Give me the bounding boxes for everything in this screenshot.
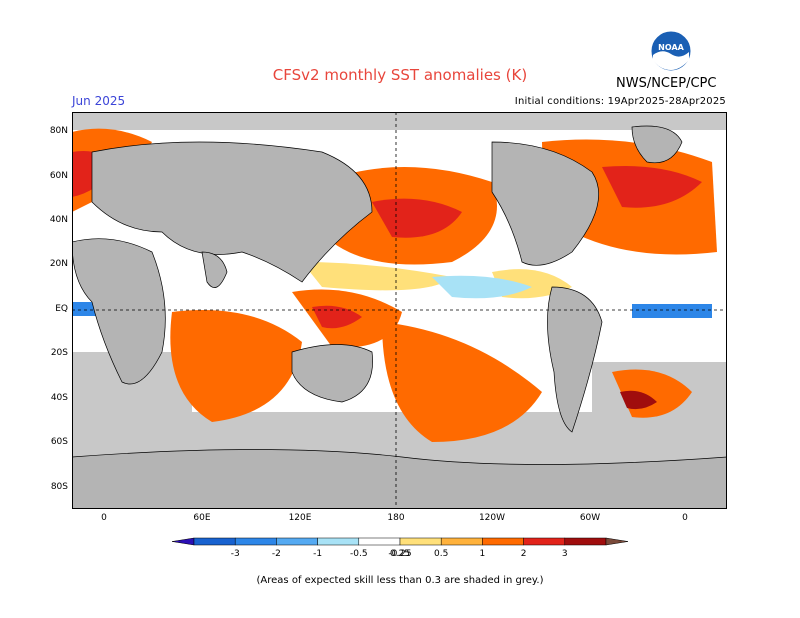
- lat-label: 80N: [49, 126, 68, 136]
- legend-swatch: [317, 537, 360, 546]
- lat-label: 40N: [49, 215, 68, 225]
- noaa-logo: NOAA: [650, 30, 692, 72]
- legend-label: -0.5: [350, 549, 368, 558]
- legend-swatch: [276, 537, 318, 546]
- legend-label: -1: [313, 549, 322, 558]
- lon-label: 120E: [288, 513, 312, 523]
- legend-label: 0.25: [390, 549, 410, 558]
- svg-text:NOAA: NOAA: [658, 43, 684, 52]
- lon-label: 180: [387, 513, 405, 523]
- legend-label: -0.25: [388, 549, 411, 558]
- lat-label: 20N: [49, 259, 68, 269]
- legend-swatch: [482, 537, 524, 546]
- lon-label: 60W: [579, 513, 601, 523]
- lon-label: 0: [101, 513, 107, 523]
- lat-label: 40S: [50, 393, 68, 403]
- agency-label: NWS/NCEP/CPC: [616, 76, 717, 91]
- lon-label: 0: [682, 513, 688, 523]
- lat-label: 60S: [50, 437, 68, 447]
- legend-swatch: [564, 537, 607, 546]
- legend-label: 1: [480, 549, 486, 558]
- lon-label: 120W: [478, 513, 506, 523]
- lon-label: 60E: [193, 513, 211, 523]
- legend-label: 0.5: [434, 549, 448, 558]
- legend-label: -2: [272, 549, 281, 558]
- legend-label: 3: [562, 549, 568, 558]
- legend-arrow-low: [171, 537, 195, 546]
- lat-label: 20S: [50, 348, 68, 358]
- map-title: CFSv2 monthly SST anomalies (K): [272, 66, 528, 84]
- legend-swatch: [358, 537, 401, 546]
- cool-anomalies: [72, 275, 712, 318]
- color-legend: -3 -2 -1 -0.5 -0.25 0.25 0.5 1 2 3: [171, 536, 629, 559]
- forecast-period: Jun 2025: [72, 94, 126, 108]
- legend-swatch: [193, 537, 236, 546]
- land-masses: [71, 125, 728, 510]
- legend-swatch: [399, 537, 442, 546]
- legend-swatch: [523, 537, 566, 546]
- legend-arrow-high: [605, 537, 629, 546]
- sst-anomaly-map: [71, 112, 728, 510]
- skill-footnote: (Areas of expected skill less than 0.3 a…: [256, 575, 544, 586]
- lat-label: 60N: [49, 171, 68, 181]
- legend-swatch: [440, 537, 483, 546]
- legend-label: -3: [231, 549, 240, 558]
- legend-swatch: [234, 537, 277, 546]
- lat-label: 80S: [50, 482, 68, 492]
- legend-label: 2: [521, 549, 527, 558]
- lat-label: EQ: [55, 304, 68, 314]
- initial-conditions: Initial conditions: 19Apr2025-28Apr2025: [514, 96, 726, 107]
